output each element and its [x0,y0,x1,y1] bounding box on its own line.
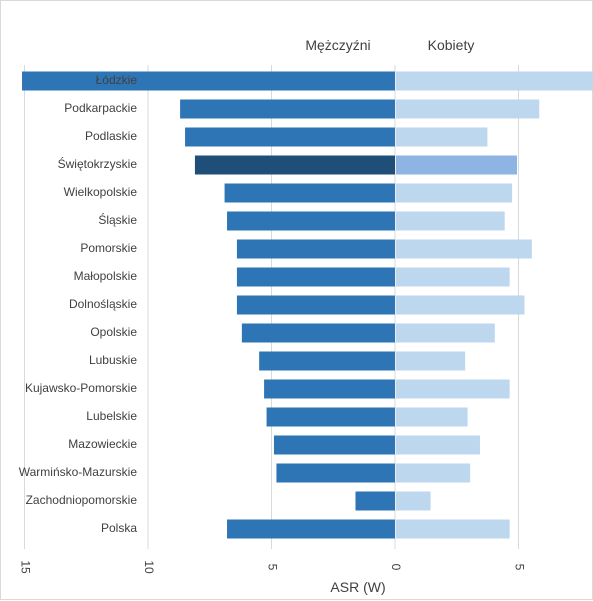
bar-men [264,379,395,399]
category-label: Wielkopolskie [64,185,138,199]
category-label: Polska [101,521,137,535]
category-label: Mazowieckie [68,437,137,451]
bar-women [396,295,525,315]
x-tick-label: 10 [142,560,156,574]
bar-women [396,379,510,399]
category-label: Podkarpackie [64,101,137,115]
bar-men [266,407,395,427]
bar-men [236,295,395,315]
bar-women [396,323,495,343]
category-label: Warmińsko-Mazurskie [19,465,138,479]
bar-men [236,267,395,287]
bar-women [396,155,518,175]
bar-women [396,491,431,511]
x-tick-label: 5 [512,564,526,571]
bar-men [227,519,395,539]
bar-women [396,71,593,91]
category-label: Zachodniopomorskie [26,493,138,507]
bar-women [396,183,513,203]
bar-men [227,211,395,231]
bar-men [236,239,395,259]
bar-women [396,435,480,455]
bar-men [194,155,395,175]
x-tick-label: 5 [265,564,279,571]
category-label: Pomorskie [80,241,137,255]
x-axis-title: ASR (W) [330,579,385,595]
category-label: Podlaskie [85,129,137,143]
category-label: Łódzkie [96,73,138,87]
category-label: Kujawsko-Pomorskie [25,381,137,395]
x-tick-label: 0 [389,564,403,571]
bar-men [224,183,395,203]
bar-men [259,351,395,371]
bar-women [396,239,532,259]
category-label: Opolskie [90,325,137,339]
category-label: Dolnośląskie [69,297,137,311]
bar-women [396,351,466,371]
bar-men [185,127,395,147]
legend-men: Mężczyźni [305,37,370,53]
bar-men [180,99,395,119]
bar-men [22,71,396,91]
bar-women [396,463,471,483]
bar-men [355,491,395,511]
bar-women [396,407,468,427]
x-tick-label: 15 [18,560,32,574]
category-label: Świętokrzyskie [58,156,138,171]
bar-women [396,99,540,119]
bar-men [241,323,395,343]
category-label: Śląskie [98,212,137,227]
category-label: Lubuskie [89,353,137,367]
bar-women [396,267,510,287]
bar-women [396,127,488,147]
category-label: Lubelskie [86,409,137,423]
category-label: Małopolskie [74,269,138,283]
x-tick-labels: 2015105051015 [18,560,526,574]
bar-women [396,211,505,231]
category-labels: Łódzkie Podkarpackie Podlaskie Świętokrzysk… [19,73,138,535]
legend-women: Kobiety [428,37,475,53]
bar-women [396,519,510,539]
bars [22,71,593,539]
bar-men [276,463,395,483]
bar-men [273,435,395,455]
